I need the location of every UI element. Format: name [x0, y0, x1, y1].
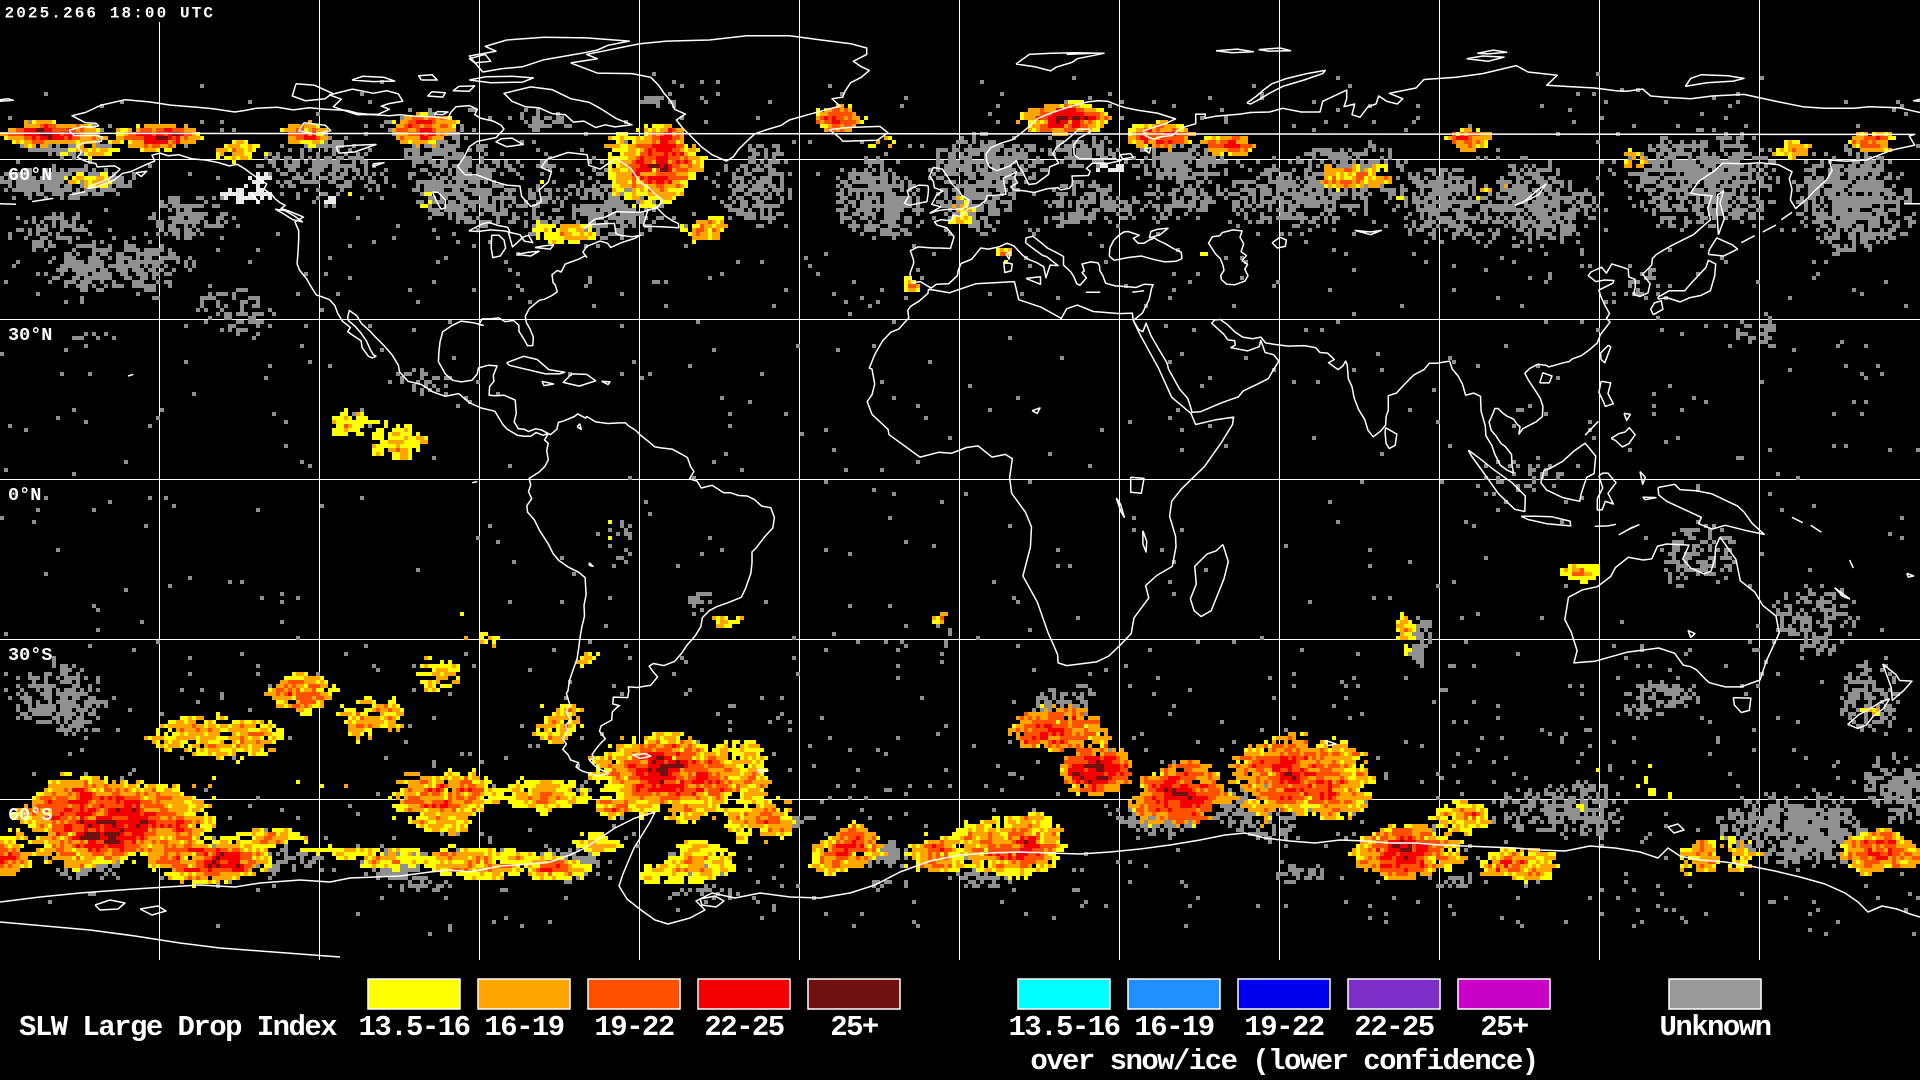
- svg-text:SLW Large Drop Index: SLW Large Drop Index: [19, 1011, 337, 1044]
- svg-text:19-22: 19-22: [1244, 1011, 1323, 1044]
- svg-text:30°S: 30°S: [8, 645, 52, 666]
- svg-text:13.5-16: 13.5-16: [1009, 1011, 1120, 1044]
- svg-text:19-22: 19-22: [594, 1011, 673, 1044]
- svg-text:13.5-16: 13.5-16: [359, 1011, 470, 1044]
- svg-text:25+: 25+: [830, 1011, 878, 1044]
- svg-text:0°N: 0°N: [8, 485, 41, 506]
- svg-text:25+: 25+: [1480, 1011, 1528, 1044]
- svg-text:22-25: 22-25: [1354, 1011, 1433, 1044]
- svg-text:2025.266 18:00 UTC: 2025.266 18:00 UTC: [5, 5, 216, 23]
- svg-text:Unknown: Unknown: [1660, 1011, 1771, 1044]
- svg-text:16-19: 16-19: [1134, 1011, 1213, 1044]
- svg-text:60°N: 60°N: [8, 165, 52, 186]
- svg-text:60°S: 60°S: [8, 805, 52, 826]
- svg-text:over snow/ice (lower confidenc: over snow/ice (lower confidence): [1030, 1045, 1537, 1078]
- svg-text:30°N: 30°N: [8, 325, 52, 346]
- svg-text:16-19: 16-19: [484, 1011, 563, 1044]
- svg-text:22-25: 22-25: [704, 1011, 783, 1044]
